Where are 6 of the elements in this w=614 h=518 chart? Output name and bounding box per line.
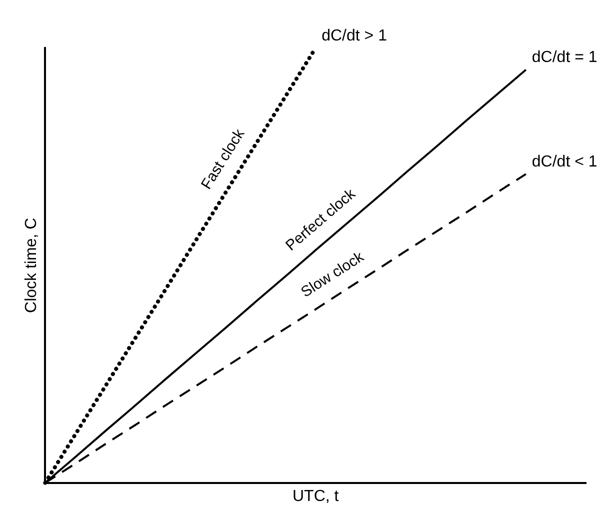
text: Slow clock [298,248,368,301]
annotation: dC/dt = 1 [532,49,598,66]
text: dC/dt > 1 [322,27,388,44]
y-axis-title: Clock time, C [23,218,40,313]
annotation: dC/dt < 1 [532,154,598,170]
x-axis-title: UTC, t [292,488,340,505]
